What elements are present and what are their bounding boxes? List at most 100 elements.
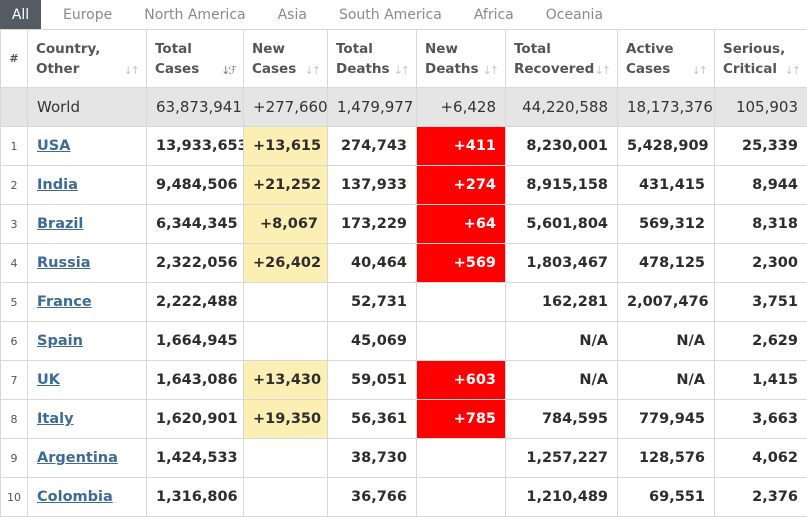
column-header-total-recovered[interactable]: Total Recovered ↓↑ xyxy=(506,30,618,88)
column-header-active-cases[interactable]: Active Cases ↓↑ xyxy=(618,30,715,88)
tab-oceania[interactable]: Oceania xyxy=(530,0,619,29)
active-cases-cell: 5,428,909 xyxy=(618,127,715,166)
rank-cell: 7 xyxy=(1,361,28,400)
new-cases-cell: +21,252 xyxy=(244,166,328,205)
header-line: Total xyxy=(155,39,235,59)
tab-south-america[interactable]: South America xyxy=(323,0,458,29)
total-recovered-cell: 1,210,489 xyxy=(506,478,618,517)
active-cases-cell: 69,551 xyxy=(618,478,715,517)
total-deaths-cell: 52,731 xyxy=(328,283,417,322)
header-line: New xyxy=(425,39,497,59)
new-cases-cell xyxy=(244,439,328,478)
country-link[interactable]: Italy xyxy=(37,411,74,427)
new-cases-cell xyxy=(244,322,328,361)
column-header-rank[interactable]: # xyxy=(1,30,28,88)
new-cases-cell: +19,350 xyxy=(244,400,328,439)
total-deaths-cell: 173,229 xyxy=(328,205,417,244)
total-cases-cell: 1,664,945 xyxy=(147,322,244,361)
serious-critical-cell: 2,376 xyxy=(715,478,807,517)
total-deaths-cell: 36,766 xyxy=(328,478,417,517)
new-deaths-cell: +274 xyxy=(417,166,506,205)
active-cases-cell: 128,576 xyxy=(618,439,715,478)
sort-icon[interactable]: ↓↑ xyxy=(785,61,799,81)
sort-icon[interactable]: ↓↑ xyxy=(305,61,319,81)
total-recovered-cell: N/A xyxy=(506,322,618,361)
world-serious-critical-cell: 105,903 xyxy=(715,88,807,127)
column-header-new-cases[interactable]: New Cases ↓↑ xyxy=(244,30,328,88)
new-cases-cell: +8,067 xyxy=(244,205,328,244)
tab-africa[interactable]: Africa xyxy=(458,0,530,29)
column-header-total-cases[interactable]: Total Cases ↓ℱ xyxy=(147,30,244,88)
country-cell: Argentina xyxy=(28,439,147,478)
country-link[interactable]: France xyxy=(37,294,92,310)
serious-critical-cell: 8,318 xyxy=(715,205,807,244)
active-cases-cell: N/A xyxy=(618,322,715,361)
total-recovered-cell: 8,915,158 xyxy=(506,166,618,205)
column-header-serious-critical[interactable]: Serious, Critical ↓↑ xyxy=(715,30,807,88)
rank-cell: 8 xyxy=(1,400,28,439)
header-line: Country, xyxy=(36,39,138,59)
sort-icon[interactable]: ↓↑ xyxy=(394,61,408,81)
tab-europe[interactable]: Europe xyxy=(41,0,128,29)
serious-critical-cell: 2,300 xyxy=(715,244,807,283)
covid-stats-table: # Country, Other ↓↑ Total Cases ↓ℱ New C… xyxy=(0,29,807,517)
active-cases-cell: 478,125 xyxy=(618,244,715,283)
tab-all[interactable]: All xyxy=(0,0,41,29)
rank-cell: 4 xyxy=(1,244,28,283)
serious-critical-cell: 3,663 xyxy=(715,400,807,439)
active-cases-cell: 431,415 xyxy=(618,166,715,205)
country-link[interactable]: Colombia xyxy=(37,489,113,505)
new-cases-cell: +13,615 xyxy=(244,127,328,166)
rank-cell: 9 xyxy=(1,439,28,478)
active-cases-cell: 2,007,476 xyxy=(618,283,715,322)
country-link[interactable]: Russia xyxy=(37,255,91,271)
country-link[interactable]: Spain xyxy=(37,333,83,349)
total-cases-cell: 2,322,056 xyxy=(147,244,244,283)
sort-descending-icon[interactable]: ↓ℱ xyxy=(221,61,235,81)
total-recovered-cell: N/A xyxy=(506,361,618,400)
header-line: Serious, xyxy=(723,39,799,59)
country-link[interactable]: USA xyxy=(37,138,70,154)
country-link[interactable]: Brazil xyxy=(37,216,83,232)
header-row: # Country, Other ↓↑ Total Cases ↓ℱ New C… xyxy=(1,30,807,88)
country-cell: USA xyxy=(28,127,147,166)
serious-critical-cell: 8,944 xyxy=(715,166,807,205)
total-deaths-cell: 59,051 xyxy=(328,361,417,400)
total-recovered-cell: 5,601,804 xyxy=(506,205,618,244)
country-cell: Brazil xyxy=(28,205,147,244)
total-deaths-cell: 137,933 xyxy=(328,166,417,205)
country-cell: Italy xyxy=(28,400,147,439)
sort-icon[interactable]: ↓↑ xyxy=(124,61,138,81)
tab-asia[interactable]: Asia xyxy=(262,0,323,29)
serious-critical-cell: 4,062 xyxy=(715,439,807,478)
column-header-country[interactable]: Country, Other ↓↑ xyxy=(28,30,147,88)
active-cases-cell: 779,945 xyxy=(618,400,715,439)
country-cell: India xyxy=(28,166,147,205)
country-cell: France xyxy=(28,283,147,322)
world-new-cases-cell: +277,660 xyxy=(244,88,328,127)
new-cases-cell xyxy=(244,283,328,322)
total-cases-cell: 1,620,901 xyxy=(147,400,244,439)
tab-north-america[interactable]: North America xyxy=(128,0,261,29)
sort-icon[interactable]: ↓↑ xyxy=(692,61,706,81)
country-cell: UK xyxy=(28,361,147,400)
total-cases-cell: 1,643,086 xyxy=(147,361,244,400)
column-header-new-deaths[interactable]: New Deaths ↓↑ xyxy=(417,30,506,88)
total-deaths-cell: 40,464 xyxy=(328,244,417,283)
new-deaths-cell: +785 xyxy=(417,400,506,439)
column-header-total-deaths[interactable]: Total Deaths ↓↑ xyxy=(328,30,417,88)
country-link[interactable]: Argentina xyxy=(37,450,118,466)
rank-cell: 1 xyxy=(1,127,28,166)
sort-icon[interactable]: ↓↑ xyxy=(483,61,497,81)
country-link[interactable]: UK xyxy=(37,372,60,388)
country-link[interactable]: India xyxy=(37,177,78,193)
world-new-deaths-cell: +6,428 xyxy=(417,88,506,127)
sort-icon[interactable]: ↓↑ xyxy=(595,61,609,81)
rank-cell: 10 xyxy=(1,478,28,517)
